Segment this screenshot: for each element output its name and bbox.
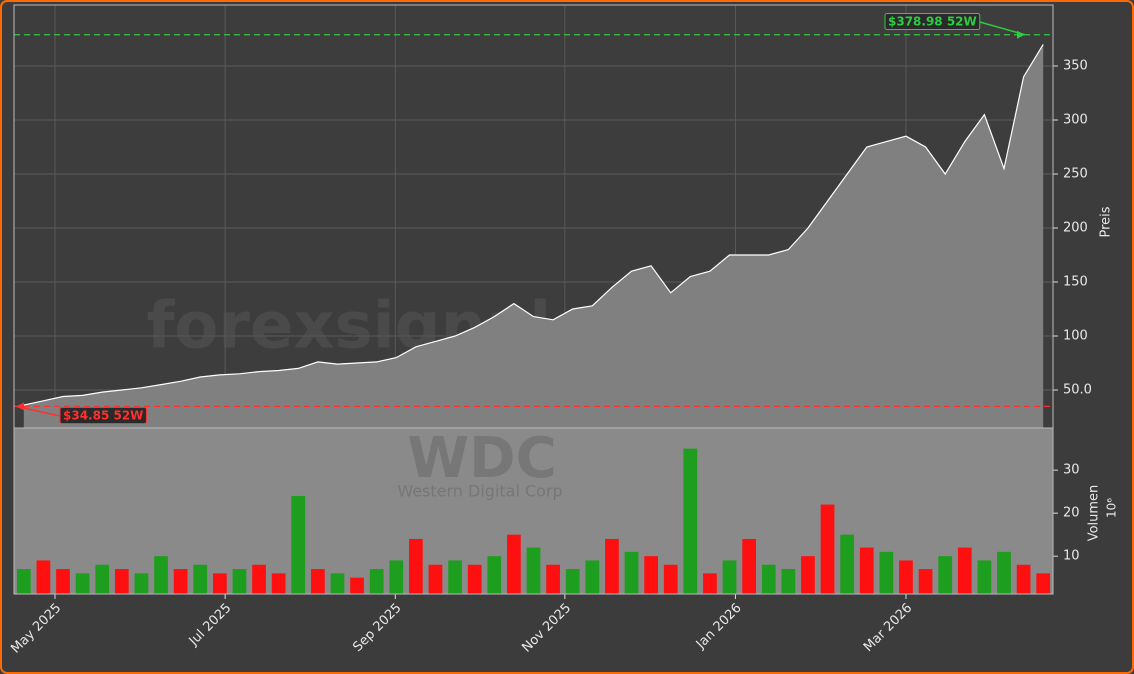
- volume-bar: [310, 569, 325, 594]
- volume-bar: [801, 556, 815, 594]
- y-tick-label: 250: [1063, 167, 1088, 182]
- volume-bar: [1036, 573, 1051, 594]
- volume-bar: [526, 547, 541, 594]
- volume-bar: [899, 560, 913, 594]
- y-tick-label: 10: [1063, 549, 1080, 564]
- company-watermark: Western Digital Corp: [397, 482, 562, 501]
- volume-bar: [1016, 564, 1031, 594]
- volume-bar: [95, 564, 110, 594]
- volume-bar: [409, 538, 423, 594]
- volume-bar: [134, 573, 149, 594]
- volume-bar: [487, 556, 502, 594]
- y-tick-label: 300: [1063, 113, 1088, 128]
- volume-bar: [350, 577, 364, 594]
- volume-bar: [154, 556, 168, 594]
- ticker-watermark: WDC: [407, 426, 556, 491]
- volume-bar: [781, 569, 796, 594]
- y-tick-label: 30: [1063, 463, 1080, 478]
- volume-bar: [330, 573, 345, 594]
- volume-bar: [683, 448, 698, 594]
- volume-bar: [428, 564, 443, 594]
- volume-bar: [722, 560, 737, 594]
- volume-bar: [938, 556, 953, 594]
- volume-bar: [212, 573, 227, 594]
- y-tick-label: 200: [1063, 221, 1088, 236]
- volume-bar: [36, 560, 51, 594]
- arrow-head: [1017, 30, 1025, 39]
- annotation-box: [884, 13, 981, 30]
- volume-bar: [546, 564, 560, 594]
- volume-bar: [389, 560, 404, 594]
- y-tick-label: 350: [1063, 59, 1088, 74]
- volume-bar: [173, 569, 188, 594]
- volume-bar: [114, 569, 129, 594]
- volume-bar: [56, 569, 70, 594]
- volume-bar: [507, 534, 521, 594]
- price-line: [23, 44, 1044, 406]
- volume-bar: [977, 560, 992, 594]
- volume-bar: [369, 569, 384, 594]
- volume-bar: [997, 551, 1011, 594]
- y-tick-label: 100: [1063, 328, 1088, 343]
- y-tick-label: 50.0: [1063, 382, 1092, 397]
- volume-bar: [252, 564, 266, 594]
- volume-bar: [859, 547, 874, 594]
- volume-bar: [448, 560, 462, 594]
- volume-bar: [879, 551, 894, 594]
- plot-border: [13, 4, 1054, 595]
- volume-bar: [16, 569, 31, 594]
- volume-scale-label: 10⁶: [1105, 498, 1119, 518]
- volume-bar: [624, 551, 639, 594]
- y-axis-label: Preis: [1099, 206, 1114, 237]
- volume-axis-label: Volumen: [1087, 485, 1102, 542]
- annotation-label: $378.98 52W: [888, 15, 977, 29]
- volume-bar: [820, 504, 835, 594]
- volume-bar: [644, 556, 658, 594]
- y-tick-label: 150: [1063, 274, 1088, 289]
- volume-bar: [565, 569, 580, 594]
- volume-bar: [585, 560, 600, 594]
- arrow-head: [16, 402, 24, 411]
- volume-bar: [467, 564, 482, 594]
- volume-bar: [605, 538, 619, 594]
- annotation-label: $34.85 52W: [63, 409, 143, 423]
- volume-bar: [761, 564, 776, 594]
- volume-bar: [957, 547, 972, 594]
- volume-bar: [232, 569, 247, 594]
- volume-bar: [918, 569, 933, 594]
- volume-bar: [840, 534, 855, 594]
- volume-bar: [291, 495, 306, 594]
- price-area: [23, 44, 1044, 429]
- volume-bar: [663, 564, 678, 594]
- volume-bar: [703, 573, 717, 594]
- volume-bar: [742, 538, 757, 594]
- volume-bar: [193, 564, 208, 594]
- volume-bar: [75, 573, 90, 594]
- volume-bar: [271, 573, 286, 594]
- y-tick-label: 20: [1063, 506, 1080, 521]
